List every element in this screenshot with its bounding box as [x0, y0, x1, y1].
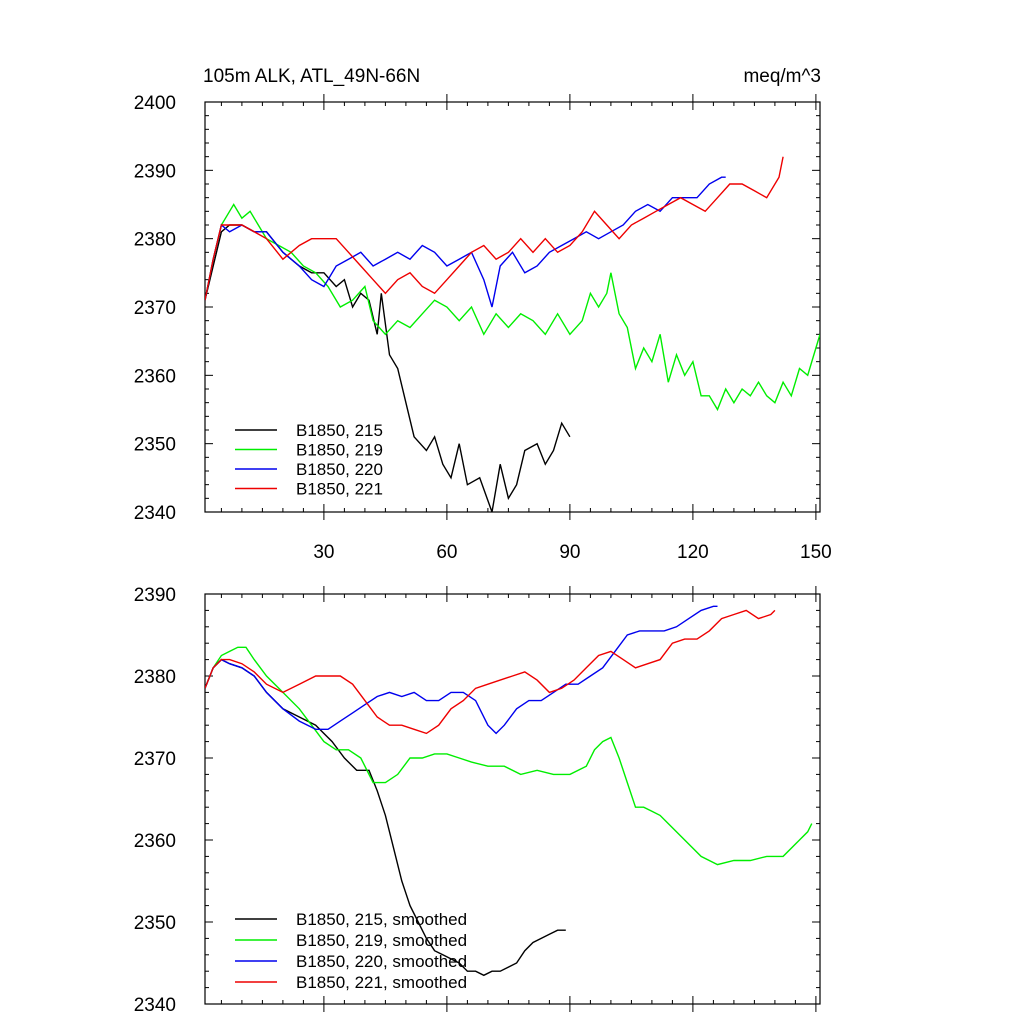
y-tick-label: 2370: [134, 298, 176, 319]
legend-label: B1850, 215, smoothed: [296, 910, 467, 929]
chart-title: 105m ALK, ATL_49N-66N: [203, 66, 420, 87]
series-line-1: [205, 203, 820, 412]
y-tick-label: 2350: [134, 435, 176, 456]
x-tick-label: 150: [800, 542, 832, 563]
x-tick-label: 30: [313, 542, 334, 563]
legend-label: B1850, 219: [296, 441, 383, 460]
y-tick-label: 2340: [134, 503, 176, 524]
y-tick-label: 2380: [134, 667, 176, 688]
units-label: meq/m^3: [743, 66, 821, 87]
series-line-1: [205, 646, 813, 866]
y-tick-label: 2380: [134, 230, 176, 251]
legend-label: B1850, 220: [296, 460, 383, 479]
legend-label: B1850, 221: [296, 480, 383, 499]
y-tick-label: 2390: [134, 585, 176, 606]
y-tick-label: 2360: [134, 831, 176, 852]
bottom-panel: 2340 2350 2360 2370 2380 2390 B1850, 215, smoo…: [134, 585, 821, 1016]
y-tick-label: 2360: [134, 366, 176, 387]
x-tick-label: 60: [436, 542, 457, 563]
y-tick-label: 2400: [134, 93, 176, 114]
legend-label: B1850, 215: [296, 421, 383, 440]
y-tick-label: 2370: [134, 749, 176, 770]
top-panel: 2340 2350 2360 2370 2380 2390 2400 30 60 90 120 150…: [134, 93, 832, 563]
x-tick-label: 90: [559, 542, 580, 563]
y-tick-label: 2350: [134, 913, 176, 934]
series-line-3: [205, 156, 784, 301]
legend-label: B1850, 219, smoothed: [296, 931, 467, 950]
x-tick-label: 120: [677, 542, 709, 563]
legend-label: B1850, 221, smoothed: [296, 973, 467, 992]
series-line-2: [205, 605, 718, 735]
legend-label: B1850, 220, smoothed: [296, 952, 467, 971]
plot-frame: [204, 593, 821, 1005]
y-tick-label: 2340: [134, 995, 176, 1016]
series-line-3: [205, 609, 776, 735]
y-tick-label: 2390: [134, 161, 176, 182]
series-line-2: [205, 176, 726, 308]
